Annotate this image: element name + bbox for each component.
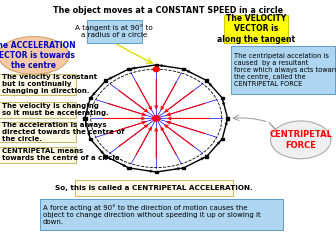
- FancyBboxPatch shape: [0, 147, 76, 163]
- Polygon shape: [205, 155, 208, 158]
- Text: The acceleration is always
directed towards the centre of
the circle.: The acceleration is always directed towa…: [2, 122, 125, 142]
- Text: A tangent is at 90° to
a radius of a circle: A tangent is at 90° to a radius of a cir…: [75, 25, 153, 38]
- FancyBboxPatch shape: [75, 180, 233, 196]
- Polygon shape: [226, 117, 229, 120]
- Text: CENTRIPETAL
FORCE: CENTRIPETAL FORCE: [269, 130, 332, 149]
- Polygon shape: [182, 167, 185, 169]
- Polygon shape: [104, 79, 108, 82]
- FancyBboxPatch shape: [0, 74, 76, 95]
- Polygon shape: [220, 97, 224, 99]
- Text: The object moves at a CONSTANT SPEED in a circle: The object moves at a CONSTANT SPEED in …: [53, 6, 283, 15]
- Polygon shape: [155, 64, 158, 66]
- Polygon shape: [182, 68, 185, 70]
- Ellipse shape: [270, 121, 331, 159]
- Polygon shape: [127, 167, 131, 169]
- Text: The velocity is constant
but is continually
changing in direction.: The velocity is constant but is continua…: [2, 74, 97, 94]
- FancyBboxPatch shape: [0, 102, 76, 118]
- Polygon shape: [205, 79, 208, 82]
- Circle shape: [153, 67, 159, 72]
- Polygon shape: [83, 117, 86, 120]
- Ellipse shape: [0, 37, 69, 74]
- Polygon shape: [220, 138, 224, 140]
- Text: The VELOCITY
VECTOR is
along the tangent: The VELOCITY VECTOR is along the tangent: [217, 14, 295, 44]
- Polygon shape: [155, 171, 158, 173]
- FancyBboxPatch shape: [231, 46, 335, 94]
- Polygon shape: [89, 97, 92, 99]
- Text: CENTRIPETAL means
towards the centre of a circle.: CENTRIPETAL means towards the centre of …: [2, 148, 123, 162]
- FancyBboxPatch shape: [0, 122, 76, 142]
- Text: The velocity is changing
so it must be accelerating.: The velocity is changing so it must be a…: [2, 103, 109, 116]
- Polygon shape: [127, 68, 131, 70]
- Polygon shape: [104, 155, 108, 158]
- Text: The ACCELERATION
VECTOR is towards
the centre: The ACCELERATION VECTOR is towards the c…: [0, 41, 75, 70]
- Text: A force acting at 90° to the direction of motion causes the
object to change dir: A force acting at 90° to the direction o…: [43, 204, 260, 225]
- Text: So, this is called a CENTRIPETAL ACCELERATION.: So, this is called a CENTRIPETAL ACCELER…: [55, 185, 253, 191]
- FancyBboxPatch shape: [40, 199, 283, 230]
- FancyBboxPatch shape: [224, 15, 288, 43]
- FancyBboxPatch shape: [87, 20, 142, 43]
- Polygon shape: [89, 138, 92, 140]
- Circle shape: [153, 116, 160, 121]
- Polygon shape: [30, 72, 62, 77]
- Polygon shape: [269, 122, 304, 156]
- Text: The centripetal accelation is
caused  by a resultant
force which always acts tow: The centripetal accelation is caused by …: [234, 53, 336, 87]
